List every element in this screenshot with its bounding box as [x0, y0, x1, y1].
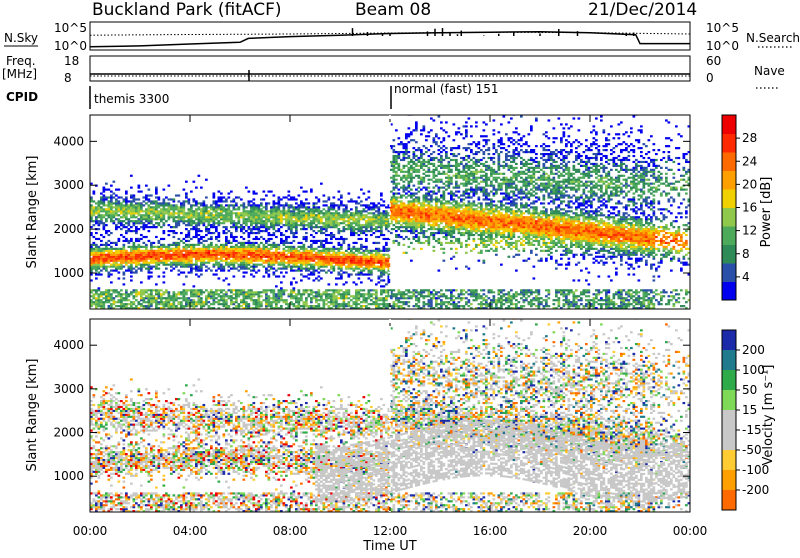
nsearch-tick-top: 10^5 — [706, 21, 739, 35]
cpid-mode-1: themis 3300 — [94, 92, 169, 106]
xaxis-tick-label: 08:00 — [273, 524, 308, 538]
xaxis-tick-label: 12:00 — [373, 524, 408, 538]
date-title: 21/Dec/2014 — [588, 0, 697, 20]
velocity-ytick-label: 1000 — [53, 469, 84, 483]
velocity-colorbar-tick: 50 — [742, 383, 757, 397]
xaxis-tick-label: 00:00 — [673, 524, 708, 538]
nsky-label: N.Sky — [4, 31, 38, 45]
power-colorbar-label: Power [dB] — [759, 177, 774, 248]
freq-tick-bottom: 8 — [64, 71, 72, 85]
power-colorbar-tick: 4 — [742, 270, 750, 284]
velocity-ytick-label: 3000 — [53, 382, 84, 396]
power-ylabel: Slant Range [km] — [25, 156, 40, 269]
station-title: Buckland Park (fitACF) — [92, 0, 282, 20]
power-colorbar-tick: 8 — [742, 247, 750, 261]
xaxis-tick-label: 20:00 — [573, 524, 608, 538]
cpid-label: CPID — [6, 90, 38, 104]
xaxis-tick-label: 04:00 — [173, 524, 208, 538]
power-colorbar-tick: 16 — [742, 201, 757, 215]
nsky-tick-bottom: 10^0 — [54, 39, 87, 53]
velocity-colorbar-label: Velocity [m s⁻¹] — [761, 365, 776, 466]
power-ytick-label: 4000 — [53, 134, 84, 148]
nave-label: Nave — [754, 64, 785, 78]
velocity-ytick-label: 4000 — [53, 338, 84, 352]
freq-label-1: Freq. — [6, 54, 36, 68]
power-ytick-label: 1000 — [53, 266, 84, 280]
beam-title: Beam 08 — [355, 0, 431, 20]
cpid-panel: CPID themis 3300 normal (fast) 151 — [6, 82, 498, 109]
nsearch-tick-bottom: 10^0 — [706, 39, 739, 53]
velocity-colorbar-tick: -15 — [742, 423, 762, 437]
velocity-ytick-label: 2000 — [53, 426, 84, 440]
power-ytick-label: 2000 — [53, 222, 84, 236]
power-panel: 1000 2000 3000 4000 Slant Range [km] 4 8 12 16… — [25, 113, 774, 309]
nave-tick-bottom: 0 — [706, 71, 714, 85]
xaxis-tick-label: 16:00 — [473, 524, 508, 538]
noise-panel: N.Sky 10^5 10^0 10^5 10^0 N.Search — [4, 21, 800, 53]
velocity-colorbar-tick: -200 — [742, 483, 769, 497]
xaxis-label: Time UT — [362, 539, 416, 554]
velocity-colorbar-tick: 15 — [742, 403, 757, 417]
velocity-colorbar-tick: 200 — [742, 343, 765, 357]
power-ytick-label: 3000 — [53, 178, 84, 192]
xaxis-tick-label: 00:00 — [73, 524, 108, 538]
velocity-ylabel: Slant Range [km] — [25, 359, 40, 472]
freq-label-2: [MHz] — [2, 67, 37, 81]
nsky-tick-top: 10^5 — [54, 21, 87, 35]
power-colorbar-tick: 24 — [742, 154, 757, 168]
freq-tick-top: 18 — [64, 54, 79, 68]
power-colorbar-tick: 20 — [742, 177, 757, 191]
cpid-mode-2: normal (fast) 151 — [394, 82, 498, 96]
nsearch-label: N.Search — [746, 31, 800, 45]
power-colorbar-tick: 12 — [742, 224, 757, 238]
nave-tick-top: 60 — [706, 54, 721, 68]
power-colorbar-tick: 28 — [742, 131, 757, 145]
velocity-colorbar-tick: -50 — [742, 443, 762, 457]
